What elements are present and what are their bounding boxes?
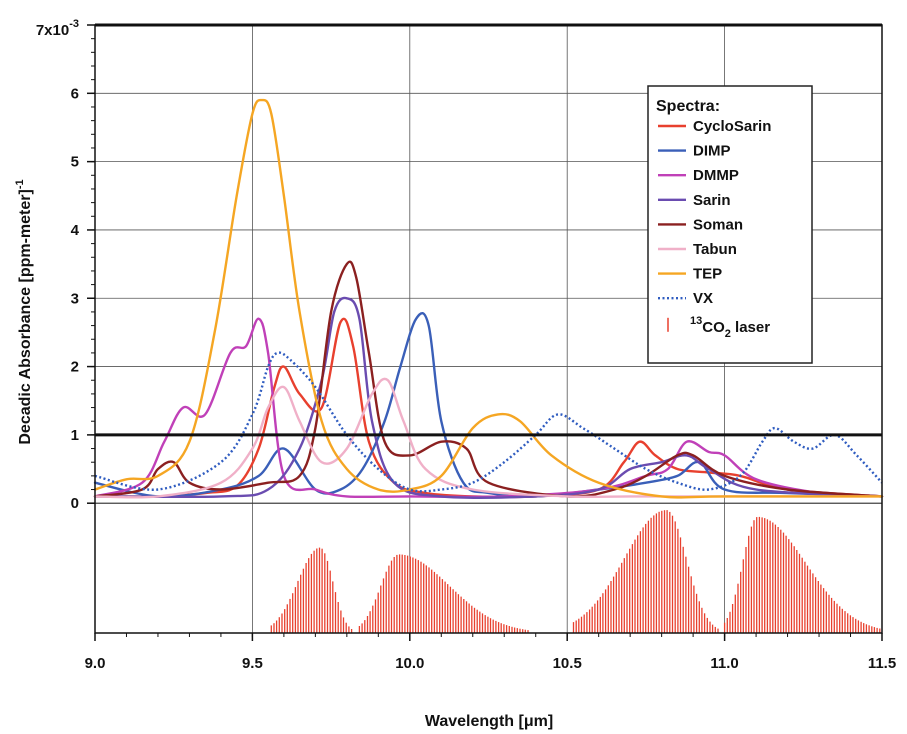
x-tick-label: 10.5 <box>553 655 582 672</box>
y-tick-label: 3 <box>71 290 79 307</box>
y-axis-label-sup: -1 <box>14 179 26 189</box>
legend-label: CycloSarin <box>693 118 771 135</box>
legend-label-tail: laser <box>731 319 770 336</box>
y-top-tick-label: 7x10-3 <box>36 18 79 39</box>
y-axis-label: Decadic Absorbance [ppm-meter]-1 <box>14 179 34 444</box>
legend-label: Soman <box>693 216 743 233</box>
y-tick-label: 4 <box>71 222 80 239</box>
x-tick-label: 9.5 <box>242 655 263 672</box>
x-tick-label: 11.0 <box>710 655 738 672</box>
y-tick-label: 6 <box>71 85 79 102</box>
legend-label: DIMP <box>693 143 731 160</box>
y-tick-label: 5 <box>71 154 79 171</box>
legend-title: Spectra: <box>656 98 720 115</box>
y-top-tick-exponent: -3 <box>69 18 79 30</box>
x-tick-label: 11.5 <box>868 655 896 672</box>
y-tick-label: 1 <box>71 427 79 444</box>
legend-label: VX <box>693 290 713 307</box>
x-tick-label: 10.0 <box>395 655 424 672</box>
legend-label: Tabun <box>693 241 737 258</box>
x-tick-label: 9.0 <box>85 655 106 672</box>
legend-label: TEP <box>693 266 722 283</box>
co2-laser-bars <box>271 510 880 633</box>
series-vx <box>95 353 882 492</box>
legend-label: Sarin <box>693 192 731 209</box>
x-axis-label: Wavelength [μm] <box>425 713 553 730</box>
y-tick-label: 0 <box>71 495 79 512</box>
y-top-tick-base: 7x10 <box>36 22 69 39</box>
legend-label: DMMP <box>693 167 739 184</box>
legend-label-main: CO <box>702 319 725 336</box>
y-axis-label-main: Decadic Absorbance [ppm-meter] <box>17 189 34 444</box>
legend: Spectra: CycloSarin DIMP DMMP Sarin Soman Tab… <box>648 86 812 363</box>
legend-label-sup: 13 <box>690 315 702 327</box>
y-tick-label: 2 <box>71 359 79 376</box>
